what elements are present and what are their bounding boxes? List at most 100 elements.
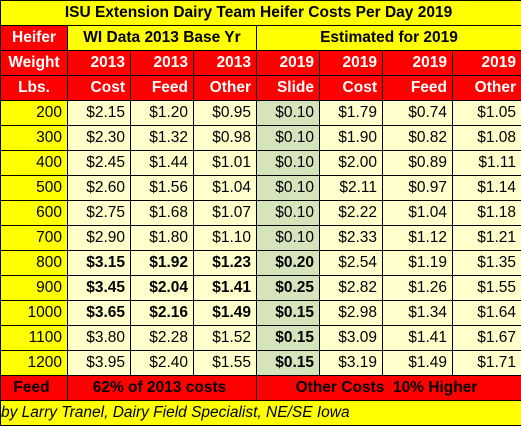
- cell-slide-2019: $0.10: [257, 126, 320, 151]
- footer-note-feed: 62% of 2013 costs: [68, 376, 257, 401]
- table-row: 600$2.75$1.68$1.07$0.10$2.22$1.04$1.18: [1, 201, 521, 226]
- header-cost-2013: Cost: [68, 76, 131, 101]
- cell-slide-2019: $0.10: [257, 201, 320, 226]
- cell-cost-2013: $3.95: [68, 351, 131, 376]
- cell-feed-2019: $1.19: [383, 251, 453, 276]
- cell-other-2013: $0.98: [194, 126, 257, 151]
- cell-cost-2013: $2.90: [68, 226, 131, 251]
- header-year-cost-2013: 2013: [68, 51, 131, 76]
- header-group-2019: Estimated for 2019: [257, 26, 521, 51]
- cell-weight: 1100: [1, 326, 68, 351]
- cell-other-2019: $1.67: [453, 326, 521, 351]
- cell-cost-2013: $2.60: [68, 176, 131, 201]
- header-year-other-2019: 2019: [453, 51, 521, 76]
- header-weight: Weight: [1, 51, 68, 76]
- cell-weight: 600: [1, 201, 68, 226]
- cell-other-2019: $1.71: [453, 351, 521, 376]
- cell-feed-2013: $2.16: [131, 301, 194, 326]
- cell-slide-2019: $0.10: [257, 101, 320, 126]
- cell-other-2019: $1.05: [453, 101, 521, 126]
- table-row: 900$3.45$2.04$1.41$0.25$2.82$1.26$1.55: [1, 276, 521, 301]
- header-heifer: Heifer: [1, 26, 68, 51]
- heifer-cost-sheet: ISU Extension Dairy Team Heifer Costs Pe…: [0, 0, 521, 417]
- cell-other-2019: $1.11: [453, 151, 521, 176]
- footer-note-other: Other Costs 10% Higher: [257, 376, 521, 401]
- header-row-groups: Heifer WI Data 2013 Base Yr Estimated fo…: [1, 26, 521, 51]
- cell-cost-2013: $3.65: [68, 301, 131, 326]
- cell-cost-2019: $2.11: [320, 176, 383, 201]
- cell-other-2019: $1.55: [453, 276, 521, 301]
- cell-cost-2013: $2.15: [68, 101, 131, 126]
- cell-weight: 200: [1, 101, 68, 126]
- cell-other-2013: $1.01: [194, 151, 257, 176]
- table-row: 1100$3.80$2.28$1.52$0.15$3.09$1.41$1.67: [1, 326, 521, 351]
- cell-cost-2019: $2.00: [320, 151, 383, 176]
- header-year-feed-2013: 2013: [131, 51, 194, 76]
- cell-other-2019: $1.08: [453, 126, 521, 151]
- header-year-feed-2019: 2019: [383, 51, 453, 76]
- footer-label: Feed: [1, 376, 68, 401]
- cell-feed-2019: $1.12: [383, 226, 453, 251]
- cell-other-2013: $1.07: [194, 201, 257, 226]
- cell-cost-2019: $1.90: [320, 126, 383, 151]
- header-other-2019: Other: [453, 76, 521, 101]
- header-slide-2019: Slide: [257, 76, 320, 101]
- cell-weight: 900: [1, 276, 68, 301]
- header-year-other-2013: 2013: [194, 51, 257, 76]
- cell-feed-2019: $1.34: [383, 301, 453, 326]
- cell-feed-2019: $1.04: [383, 201, 453, 226]
- cell-feed-2019: $1.26: [383, 276, 453, 301]
- cell-feed-2013: $2.40: [131, 351, 194, 376]
- cell-feed-2013: $1.80: [131, 226, 194, 251]
- cell-feed-2013: $1.92: [131, 251, 194, 276]
- cell-other-2019: $1.64: [453, 301, 521, 326]
- table-row: 800$3.15$1.92$1.23$0.20$2.54$1.19$1.35: [1, 251, 521, 276]
- cell-other-2013: $1.49: [194, 301, 257, 326]
- cell-feed-2013: $1.68: [131, 201, 194, 226]
- cell-feed-2019: $0.82: [383, 126, 453, 151]
- cell-weight: 800: [1, 251, 68, 276]
- cell-other-2013: $1.41: [194, 276, 257, 301]
- cell-slide-2019: $0.15: [257, 351, 320, 376]
- cell-feed-2013: $1.32: [131, 126, 194, 151]
- cell-cost-2013: $3.15: [68, 251, 131, 276]
- cell-slide-2019: $0.10: [257, 226, 320, 251]
- cell-cost-2019: $2.33: [320, 226, 383, 251]
- cell-feed-2019: $1.49: [383, 351, 453, 376]
- cell-slide-2019: $0.15: [257, 301, 320, 326]
- byline-row: by Larry Tranel, Dairy Field Specialist,…: [1, 401, 521, 426]
- cell-other-2019: $1.18: [453, 201, 521, 226]
- cell-feed-2013: $1.20: [131, 101, 194, 126]
- cell-feed-2013: $1.56: [131, 176, 194, 201]
- cell-other-2013: $0.95: [194, 101, 257, 126]
- cell-cost-2013: $2.45: [68, 151, 131, 176]
- cell-weight: 1200: [1, 351, 68, 376]
- cell-weight: 400: [1, 151, 68, 176]
- cell-other-2013: $1.23: [194, 251, 257, 276]
- cell-cost-2019: $2.54: [320, 251, 383, 276]
- page-title: ISU Extension Dairy Team Heifer Costs Pe…: [1, 1, 521, 26]
- cell-feed-2019: $1.41: [383, 326, 453, 351]
- cell-feed-2013: $2.28: [131, 326, 194, 351]
- cell-cost-2013: $3.45: [68, 276, 131, 301]
- cell-other-2013: $1.10: [194, 226, 257, 251]
- cell-slide-2019: $0.15: [257, 326, 320, 351]
- header-row-years: Weight 2013 2013 2013 2019 2019 2019 201…: [1, 51, 521, 76]
- table-row: 200$2.15$1.20$0.95$0.10$1.79$0.74$1.05: [1, 101, 521, 126]
- cell-other-2019: $1.35: [453, 251, 521, 276]
- cell-cost-2019: $2.22: [320, 201, 383, 226]
- cell-weight: 500: [1, 176, 68, 201]
- cell-other-2019: $1.21: [453, 226, 521, 251]
- cell-feed-2013: $2.04: [131, 276, 194, 301]
- table-row: 500$2.60$1.56$1.04$0.10$2.11$0.97$1.14: [1, 176, 521, 201]
- cell-slide-2019: $0.10: [257, 176, 320, 201]
- author-byline: by Larry Tranel, Dairy Field Specialist,…: [1, 401, 521, 426]
- cell-weight: 700: [1, 226, 68, 251]
- cell-other-2013: $1.04: [194, 176, 257, 201]
- cell-cost-2019: $3.19: [320, 351, 383, 376]
- cell-weight: 300: [1, 126, 68, 151]
- header-lbs: Lbs.: [1, 76, 68, 101]
- cell-feed-2013: $1.44: [131, 151, 194, 176]
